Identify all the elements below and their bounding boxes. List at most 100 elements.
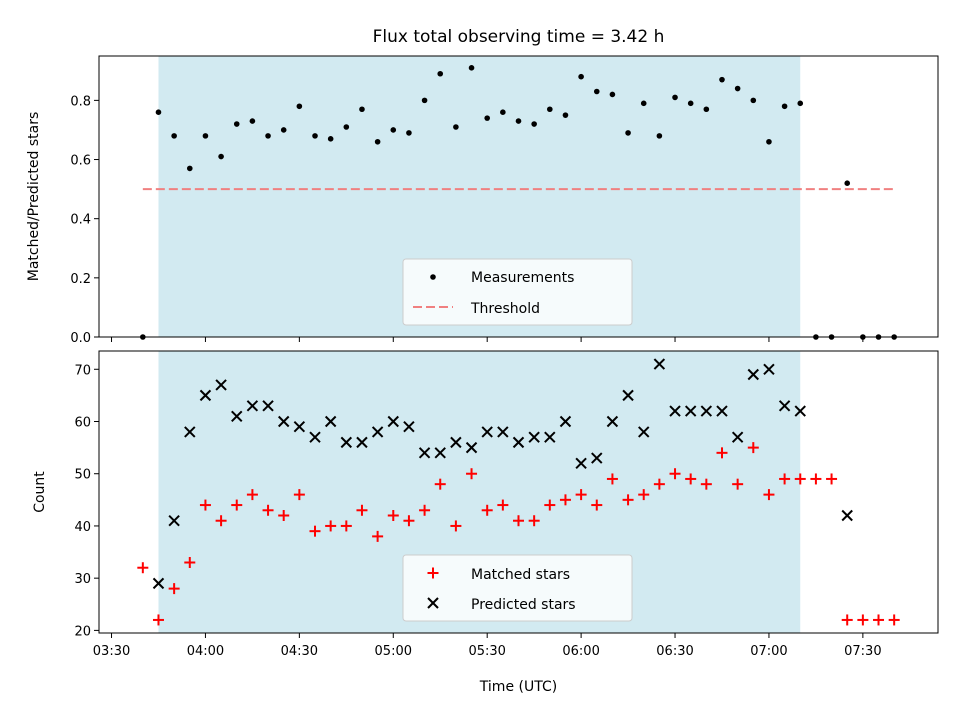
x-stroke bbox=[215, 379, 227, 391]
matched-star-point bbox=[168, 583, 180, 595]
measurement-point bbox=[468, 65, 475, 71]
measurement-point bbox=[437, 70, 444, 77]
y-tick-label: 70 bbox=[74, 363, 91, 378]
measurement-point bbox=[249, 118, 256, 124]
predicted-star-point bbox=[559, 415, 572, 428]
predicted-star-point bbox=[731, 431, 744, 443]
bottom-axes-frame bbox=[98, 350, 939, 634]
measurement-point bbox=[421, 97, 428, 104]
x-stroke bbox=[309, 431, 321, 443]
matched-star-point bbox=[481, 504, 493, 516]
measurement-point bbox=[155, 109, 162, 115]
x-stroke bbox=[277, 415, 290, 428]
x-stroke bbox=[231, 410, 243, 422]
x-stroke bbox=[763, 363, 775, 375]
matched-star-point bbox=[638, 489, 650, 501]
measurement-point bbox=[625, 130, 631, 136]
predicted-star-point bbox=[794, 405, 806, 417]
predicted-star-point bbox=[340, 436, 353, 449]
predicted-star-point bbox=[246, 400, 259, 412]
measurement-point bbox=[781, 103, 788, 110]
matched-star-point bbox=[732, 478, 744, 490]
matched-star-point bbox=[544, 499, 556, 511]
predicted-star-point bbox=[575, 457, 587, 469]
x-stroke bbox=[184, 426, 196, 438]
predicted-star-point bbox=[199, 389, 212, 402]
measurement-point bbox=[656, 133, 663, 139]
measurement-point bbox=[547, 106, 553, 113]
matched-star-point bbox=[779, 473, 791, 485]
measurement-point bbox=[359, 106, 365, 113]
measurement-point bbox=[609, 91, 616, 98]
predicted-star-point bbox=[387, 415, 399, 428]
x-tick-label: 03:30 bbox=[93, 644, 130, 659]
x-stroke bbox=[559, 415, 572, 428]
x-stroke bbox=[622, 389, 634, 402]
matched-star-point bbox=[309, 525, 321, 537]
matched-star-point bbox=[685, 473, 697, 485]
predicted-star-point bbox=[481, 426, 493, 438]
matched-star-point bbox=[794, 473, 806, 485]
x-stroke bbox=[512, 436, 525, 449]
x-tick-label: 07:00 bbox=[750, 644, 787, 659]
matched-star-point bbox=[763, 489, 775, 501]
x-stroke bbox=[653, 358, 666, 370]
matched-star-point bbox=[497, 499, 509, 511]
y-tick-label: 30 bbox=[74, 572, 91, 587]
x-stroke bbox=[324, 415, 337, 428]
x-stroke bbox=[262, 400, 274, 412]
x-stroke bbox=[199, 389, 212, 402]
x-tick-label: 07:30 bbox=[844, 644, 881, 659]
predicted-star-point bbox=[450, 436, 462, 449]
measurement-point bbox=[672, 94, 678, 101]
predicted-star-point bbox=[497, 426, 509, 438]
y-tick-label: 20 bbox=[74, 624, 91, 639]
predicted-star-point bbox=[152, 577, 165, 590]
matched-star-point bbox=[152, 614, 164, 626]
predicted-star-point bbox=[434, 447, 446, 459]
x-stroke bbox=[427, 597, 439, 609]
x-stroke bbox=[450, 436, 462, 449]
predicted-star-point bbox=[544, 431, 556, 443]
bottom-panel: 20 30 40 50 60 70 03:30 04:00 04:30 05:00 05:30 06… bbox=[32, 350, 939, 695]
x-stroke bbox=[371, 426, 384, 438]
x-stroke bbox=[700, 405, 713, 417]
legend-label-measurements: Measurements bbox=[471, 270, 574, 286]
measurement-point bbox=[797, 100, 804, 107]
matched-star-point bbox=[810, 473, 822, 485]
matched-star-point bbox=[403, 515, 415, 527]
measurement-point bbox=[374, 138, 381, 145]
y-tick-label: 0.2 bbox=[70, 272, 91, 287]
matched-star-point bbox=[559, 494, 571, 506]
y-tick-label: 0.0 bbox=[70, 331, 91, 346]
predicted-star-point bbox=[638, 426, 650, 438]
legend-plus-glyph bbox=[427, 567, 439, 579]
matched-star-point bbox=[841, 614, 853, 626]
matched-star-point bbox=[466, 468, 478, 480]
matched-star-point bbox=[215, 515, 227, 527]
matched-star-point bbox=[888, 614, 900, 626]
legend-label-threshold: Threshold bbox=[470, 301, 540, 317]
x-stroke bbox=[591, 452, 603, 464]
x-stroke bbox=[684, 405, 697, 417]
matched-star-point bbox=[747, 442, 759, 454]
predicted-star-point bbox=[324, 415, 337, 428]
bottom-x-ticks: 03:30 04:00 04:30 05:00 05:30 06:00 06:30 07:00… bbox=[93, 633, 882, 659]
legend-x-marker bbox=[427, 597, 439, 609]
x-stroke bbox=[841, 509, 853, 522]
legend-plus-marker bbox=[427, 567, 439, 579]
legend-label-matched: Matched stars bbox=[471, 567, 570, 583]
predicted-star-point bbox=[591, 452, 603, 464]
top-panel: 0.0 0.2 0.4 0.6 0.8 Flux total observing tim… bbox=[26, 27, 939, 346]
predicted-star-point bbox=[622, 389, 634, 402]
measurement-point bbox=[578, 73, 584, 80]
measurement-point bbox=[844, 180, 851, 186]
matched-star-point bbox=[669, 468, 681, 480]
matched-star-point bbox=[293, 489, 305, 501]
matched-star-point bbox=[372, 530, 384, 542]
x-stroke bbox=[434, 447, 446, 459]
matched-star-point bbox=[419, 504, 431, 516]
measurement-point bbox=[218, 153, 224, 160]
x-tick-label: 06:30 bbox=[656, 644, 693, 659]
matched-star-point bbox=[387, 510, 399, 521]
